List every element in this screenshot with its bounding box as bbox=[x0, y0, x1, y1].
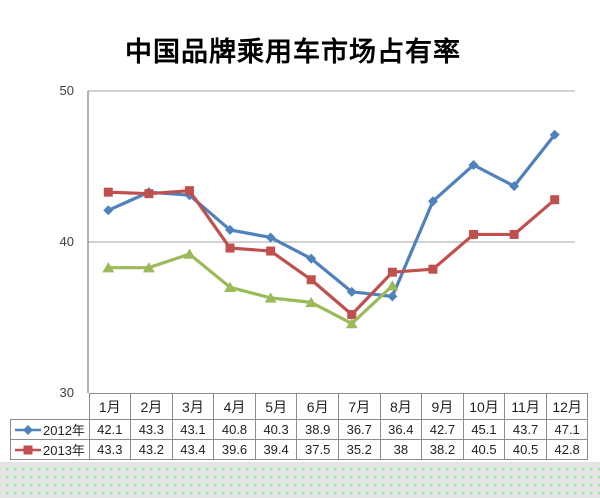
square-marker bbox=[184, 186, 194, 196]
series-markers-green-2 bbox=[102, 248, 399, 329]
month-header-cell: 12月 bbox=[545, 393, 589, 420]
table-value-cell: 47.1 bbox=[545, 419, 589, 440]
table-value-cell: 43.3 bbox=[130, 419, 173, 440]
table-value-cell: 37.5 bbox=[296, 439, 339, 460]
triangle-marker bbox=[345, 318, 358, 329]
diamond-marker bbox=[387, 291, 398, 302]
diamond-marker bbox=[549, 129, 560, 140]
square-marker bbox=[428, 264, 438, 274]
square-marker bbox=[103, 187, 113, 197]
table-value-cell: 45.1 bbox=[462, 419, 506, 440]
table-value-cell: 42.8 bbox=[545, 439, 589, 460]
table-value-cell: 38.2 bbox=[421, 439, 464, 460]
square-marker bbox=[347, 309, 357, 319]
legend-diamond-marker-icon bbox=[15, 424, 41, 435]
triangle-marker bbox=[224, 281, 237, 292]
triangle-marker bbox=[102, 262, 115, 273]
table-value-cell: 43.1 bbox=[171, 419, 215, 440]
series-line-2012年 bbox=[106, 133, 557, 298]
month-header-cell: 7月 bbox=[337, 393, 381, 420]
table-value-cell: 42.1 bbox=[88, 419, 132, 440]
month-header-cell: 10月 bbox=[462, 393, 506, 420]
month-header-cell: 11月 bbox=[504, 393, 547, 420]
month-header-cell: 4月 bbox=[213, 393, 256, 420]
diamond-marker bbox=[265, 232, 276, 243]
diamond-marker bbox=[225, 224, 236, 235]
table-value-cell: 35.2 bbox=[337, 439, 381, 460]
month-header-cell: 3月 bbox=[171, 393, 215, 420]
square-marker bbox=[306, 275, 316, 285]
desktop-background-texture bbox=[0, 462, 600, 498]
y-axis-tick-label: 40 bbox=[59, 234, 74, 249]
table-value-cell: 40.5 bbox=[462, 439, 506, 460]
series-line-2013年 bbox=[106, 189, 557, 317]
table-value-cell: 36.7 bbox=[337, 419, 381, 440]
triangle-marker bbox=[386, 280, 399, 291]
diamond-marker bbox=[468, 159, 479, 170]
table-value-cell: 40.3 bbox=[254, 419, 298, 440]
table-value-cell: 43.3 bbox=[88, 439, 132, 460]
table-value-cell: 40.8 bbox=[213, 419, 256, 440]
legend-cell: 2013年 bbox=[10, 439, 90, 460]
square-marker bbox=[387, 267, 397, 277]
month-header-cell: 9月 bbox=[421, 393, 464, 420]
data-table: 1月 2月 3月 4月 5月 6月 7月 8月 9月 10月 11月 12月 2012年 42.1 43.3… bbox=[10, 393, 589, 460]
month-header-cell: 2月 bbox=[130, 393, 173, 420]
legend-label: 2013年 bbox=[43, 443, 85, 458]
table-value-cell: 39.6 bbox=[213, 439, 256, 460]
diamond-marker bbox=[509, 181, 520, 192]
triangle-marker bbox=[305, 296, 318, 308]
y-axis-tick-label: 30 bbox=[59, 385, 74, 400]
square-marker bbox=[225, 243, 235, 253]
diamond-marker bbox=[427, 196, 438, 207]
series-markers-2013年 bbox=[103, 186, 560, 319]
triangle-marker bbox=[183, 248, 196, 259]
table-value-cell: 43.2 bbox=[130, 439, 173, 460]
table-value-cell: 43.4 bbox=[171, 439, 215, 460]
legend-cell: 2012年 bbox=[10, 419, 90, 440]
table-value-cell: 36.4 bbox=[379, 419, 423, 440]
month-header-cell: 1月 bbox=[88, 393, 132, 420]
table-corner-cell bbox=[11, 394, 90, 420]
diamond-marker bbox=[346, 286, 357, 297]
legend-label: 2012年 bbox=[43, 423, 85, 438]
square-marker bbox=[509, 229, 519, 239]
square-marker bbox=[144, 189, 154, 199]
table-value-cell: 38 bbox=[379, 439, 423, 460]
month-header-cell: 5月 bbox=[254, 393, 298, 420]
triangle-marker bbox=[142, 262, 155, 273]
table-value-cell: 38.9 bbox=[296, 419, 339, 440]
legend-square-marker-icon bbox=[15, 445, 41, 454]
diamond-marker bbox=[306, 253, 317, 264]
square-marker bbox=[469, 229, 479, 239]
triangle-marker bbox=[264, 292, 277, 303]
table-value-cell: 39.4 bbox=[254, 439, 298, 460]
chart-title: 中国品牌乘用车市场占有率 bbox=[125, 37, 461, 67]
table-value-cell: 42.7 bbox=[421, 419, 464, 440]
table-value-cell: 43.7 bbox=[504, 419, 547, 440]
series-line-green-2 bbox=[106, 252, 394, 326]
month-header-cell: 6月 bbox=[296, 393, 339, 420]
y-axis-tick-label: 50 bbox=[59, 83, 74, 98]
square-marker bbox=[266, 246, 276, 256]
square-marker bbox=[550, 195, 560, 205]
month-header-cell: 8月 bbox=[379, 393, 423, 420]
table-value-cell: 40.5 bbox=[504, 439, 547, 460]
diamond-marker bbox=[103, 205, 114, 216]
